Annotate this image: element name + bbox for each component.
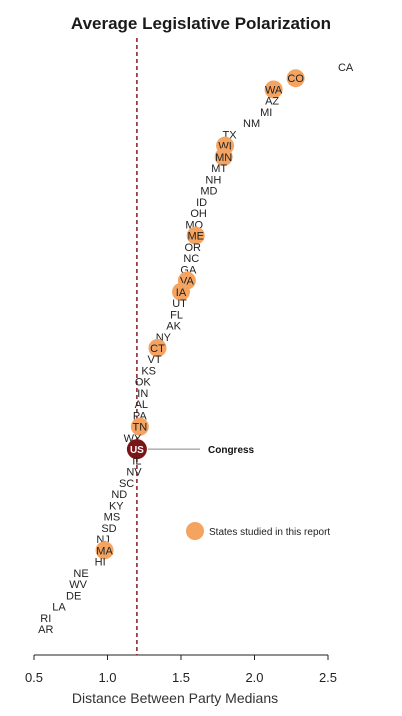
point-label-nd: ND: [111, 489, 127, 501]
x-tick-label: 1.5: [172, 670, 190, 685]
point-label-md: MD: [200, 186, 217, 198]
congress-marker: [126, 439, 147, 460]
x-tick-label: 2.5: [319, 670, 337, 685]
point-label-ct: CT: [150, 343, 165, 355]
point-label-mi: MI: [260, 107, 272, 119]
point-label-or: OR: [185, 242, 202, 254]
point-label-ar: AR: [38, 624, 53, 636]
point-label-tn: TN: [133, 422, 148, 434]
highlight-marker-ma: [95, 541, 114, 560]
legend-label: States studied in this report: [209, 527, 330, 538]
point-label-ma: MA: [96, 545, 113, 557]
point-label-in: IN: [137, 388, 148, 400]
point-label-us: US: [130, 445, 144, 456]
point-label-ri: RI: [40, 613, 51, 625]
point-label-me: ME: [187, 231, 204, 243]
highlight-marker-tn: [130, 417, 149, 436]
point-label-vt: VT: [148, 354, 162, 366]
point-label-al: AL: [135, 399, 148, 411]
point-label-az: AZ: [265, 96, 279, 108]
point-label-ia: IA: [176, 287, 187, 299]
point-label-co: CO: [287, 73, 304, 85]
chart-title: Average Legislative Polarization: [70, 14, 332, 33]
congress-annotation: Congress: [208, 445, 255, 456]
x-tick-label: 1.0: [98, 670, 116, 685]
highlight-marker-ia: [172, 282, 190, 301]
point-label-sd: SD: [101, 523, 116, 535]
point-label-mn: MN: [215, 152, 232, 164]
point-label-la: LA: [52, 602, 66, 614]
point-label-wa: WA: [265, 84, 283, 96]
point-label-hi: HI: [95, 557, 106, 569]
point-label-nc: NC: [183, 253, 199, 265]
highlight-marker-ct: [148, 339, 167, 357]
point-label-nv: NV: [126, 467, 142, 479]
x-tick-label: 0.5: [25, 670, 43, 685]
highlight-marker-co: [286, 69, 305, 88]
point-label-oh: OH: [190, 208, 207, 220]
x-tick-label: 2.0: [245, 670, 263, 685]
highlight-marker-wa: [264, 80, 283, 99]
highlight-marker-me: [186, 226, 205, 245]
highlight-marker-mn: [214, 147, 233, 166]
point-label-ms: MS: [104, 512, 121, 524]
point-label-id: ID: [196, 197, 207, 209]
point-label-ca: CA: [338, 62, 354, 74]
legend-marker: [186, 522, 204, 540]
point-label-de: DE: [66, 590, 81, 602]
point-label-fl: FL: [170, 309, 183, 321]
x-axis-label: Distance Between Party Medians: [71, 690, 279, 706]
point-label-nh: NH: [205, 174, 221, 186]
point-label-nm: NM: [243, 118, 260, 130]
point-label-sc: SC: [119, 478, 134, 490]
point-label-ks: KS: [141, 365, 156, 377]
point-label-ut: UT: [172, 298, 187, 310]
point-label-il: IL: [132, 455, 141, 467]
point-label-ok: OK: [135, 377, 152, 389]
point-label-ak: AK: [166, 321, 181, 333]
point-label-ne: NE: [73, 568, 88, 580]
point-label-mt: MT: [211, 163, 227, 175]
point-label-wv: WV: [69, 579, 87, 591]
point-label-ky: KY: [109, 500, 124, 512]
